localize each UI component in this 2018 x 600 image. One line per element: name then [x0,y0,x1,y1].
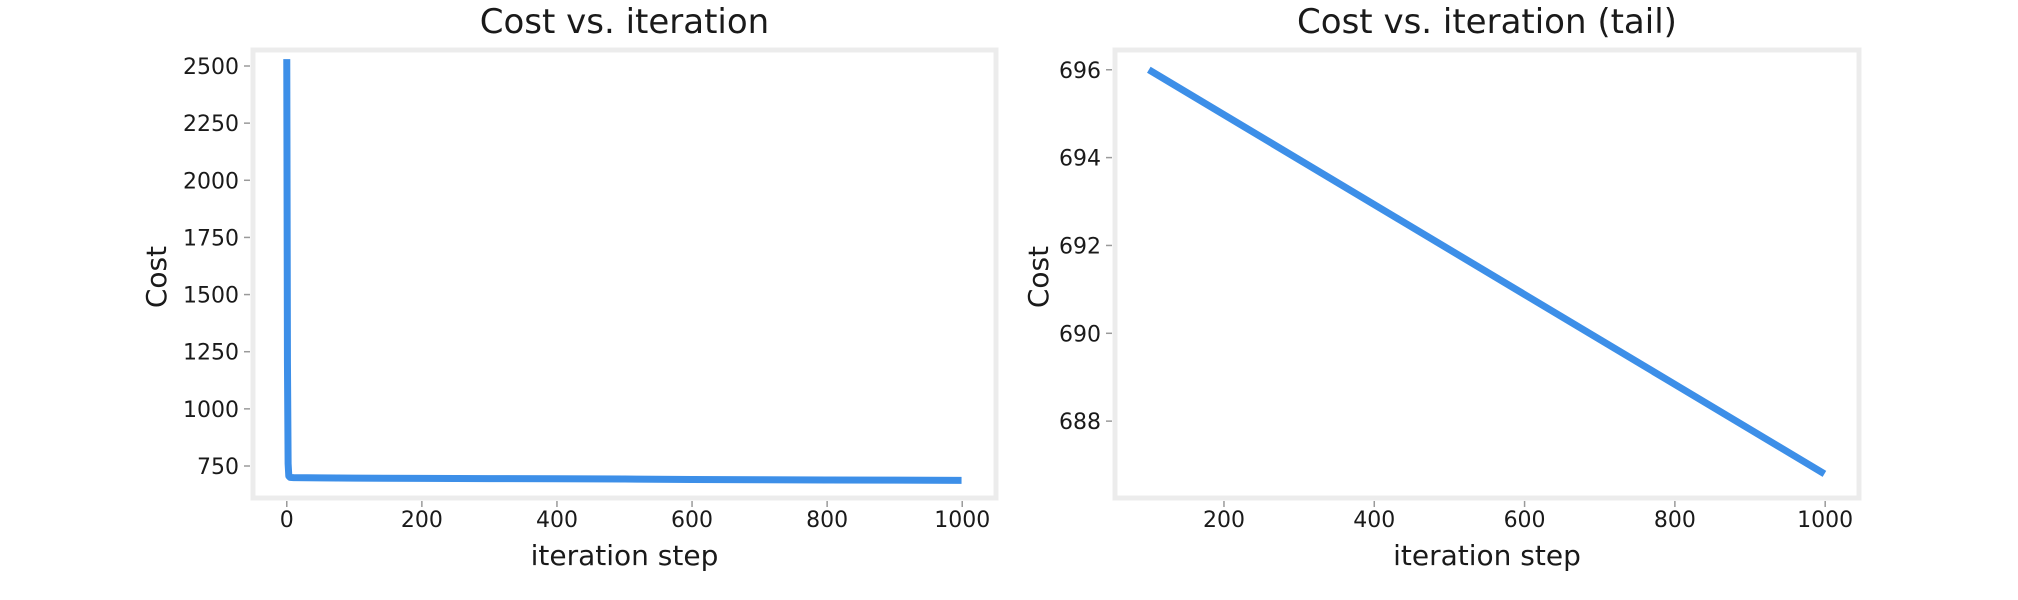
x-axis-label-right: iteration step [1393,539,1581,572]
y-ticks-right: 688 690 692 694 696 [1059,59,1112,435]
y-tick-label-1-3: 694 [1059,147,1101,172]
x-ticks-left: 0 200 400 600 800 1000 [280,501,990,533]
chart-title-right: Cost vs. iteration (tail) [1297,2,1677,42]
x-tick-label-1-3: 800 [1654,508,1696,533]
y-tick-label-1-0: 688 [1059,410,1101,435]
x-tick-label-0-4: 800 [806,508,848,533]
x-tick-label-0-0: 0 [280,508,294,533]
y-tick-label-0-2: 1250 [183,341,239,366]
y-tick-label-0-5: 2000 [183,169,239,194]
x-tick-label-1-1: 400 [1353,508,1395,533]
x-tick-label-0-5: 1000 [934,508,990,533]
series-left [283,59,962,484]
x-tick-label-0-3: 600 [671,508,713,533]
y-axis-label-right: Cost [1022,246,1055,308]
x-tick-label-1-2: 600 [1504,508,1546,533]
chart-left: Cost vs. iteration iteration step Cost 0… [140,2,999,572]
y-tick-label-0-7: 2500 [183,55,239,80]
chart-right: Cost vs. iteration (tail) iteration step… [1022,2,1862,572]
x-ticks-right: 200 400 600 800 1000 [1203,501,1853,533]
y-tick-label-0-3: 1500 [183,284,239,309]
series-line-0-0 [283,59,962,484]
y-axis-label-left: Cost [140,246,173,308]
x-axis-label-left: iteration step [531,539,719,572]
x-tick-label-0-1: 200 [401,508,443,533]
x-tick-label-1-4: 1000 [1797,508,1853,533]
x-tick-label-1-0: 200 [1203,508,1245,533]
y-tick-label-1-2: 692 [1059,234,1101,259]
y-tick-label-0-0: 750 [197,455,239,480]
plot-area-left [250,47,999,501]
y-tick-label-0-6: 2250 [183,112,239,137]
y-ticks-left: 750 1000 1250 1500 1750 2000 2250 2500 [183,55,250,480]
y-tick-label-1-4: 696 [1059,59,1101,84]
chart-title-left: Cost vs. iteration [480,2,769,42]
y-tick-label-0-4: 1750 [183,226,239,251]
x-tick-label-0-2: 400 [536,508,578,533]
y-tick-label-0-1: 1000 [183,398,239,423]
series-right [1147,66,1827,477]
series-line-1-0 [1147,66,1827,477]
y-tick-label-1-1: 690 [1059,322,1101,347]
